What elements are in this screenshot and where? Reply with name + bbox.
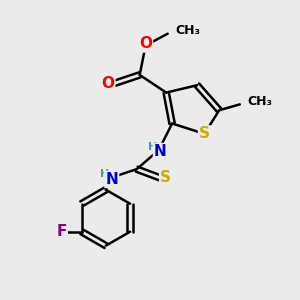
Text: F: F (56, 224, 67, 239)
Text: S: S (199, 126, 210, 141)
Text: N: N (105, 172, 118, 187)
Text: N: N (154, 144, 167, 159)
Text: CH₃: CH₃ (175, 24, 200, 37)
Text: H: H (148, 142, 157, 152)
Text: H: H (100, 169, 109, 179)
Text: O: O (139, 37, 152, 52)
Text: S: S (160, 170, 171, 185)
Text: O: O (101, 76, 114, 91)
Text: CH₃: CH₃ (247, 95, 272, 108)
